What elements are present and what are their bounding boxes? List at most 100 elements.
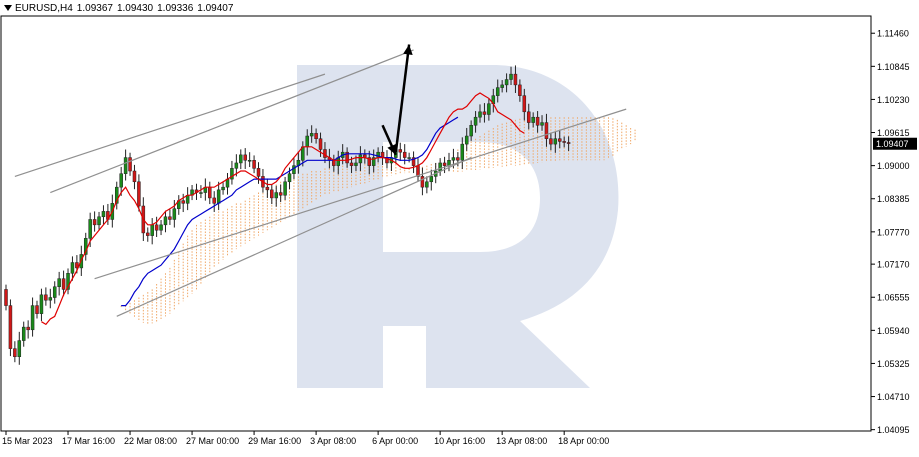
candle-body bbox=[495, 87, 500, 96]
candle-body bbox=[70, 262, 75, 274]
symbol-menu-icon[interactable] bbox=[4, 5, 12, 12]
candle-body bbox=[442, 162, 447, 166]
candle-body bbox=[314, 133, 318, 139]
high-value: 1.09430 bbox=[116, 3, 154, 14]
candle-body bbox=[119, 173, 123, 188]
candle-body bbox=[478, 111, 482, 118]
candle-body bbox=[438, 162, 442, 172]
candle-body bbox=[420, 176, 425, 188]
kijun-line bbox=[121, 116, 459, 307]
candle-body bbox=[345, 151, 349, 164]
candle-body bbox=[52, 286, 57, 298]
arrow-shaft bbox=[394, 44, 411, 153]
candle-body bbox=[146, 232, 150, 236]
candle-body bbox=[39, 294, 44, 314]
candle-body bbox=[265, 186, 270, 191]
candle-body bbox=[354, 162, 358, 166]
candle-body bbox=[309, 133, 314, 137]
y-tick-label: 1.04710 bbox=[877, 392, 910, 402]
candle-body bbox=[487, 103, 491, 115]
candles bbox=[4, 65, 571, 365]
y-tick-label: 1.07170 bbox=[877, 260, 910, 270]
watermark-logo bbox=[297, 65, 619, 388]
candle-body bbox=[97, 216, 101, 226]
candle-body bbox=[332, 160, 336, 166]
candle-body bbox=[26, 326, 30, 331]
candle-body bbox=[518, 84, 522, 96]
candle-body bbox=[451, 157, 456, 161]
x-tick-label: 15 Mar 2023 bbox=[2, 436, 53, 446]
kumo-cloud bbox=[120, 117, 636, 324]
candle-body bbox=[429, 176, 434, 183]
candle-body bbox=[83, 238, 88, 255]
y-tick-label: 1.09000 bbox=[877, 161, 910, 171]
candle-body bbox=[208, 186, 212, 199]
y-tick-label: 1.10845 bbox=[877, 62, 910, 72]
candle-body bbox=[460, 143, 465, 161]
candle-body bbox=[456, 157, 460, 161]
candle-body bbox=[256, 168, 261, 177]
arrow-head bbox=[403, 44, 413, 55]
candle-body bbox=[398, 149, 403, 153]
candle-body bbox=[283, 181, 287, 196]
candle-body bbox=[132, 170, 137, 183]
candle-body bbox=[407, 157, 411, 159]
candle-body bbox=[292, 165, 296, 174]
y-tick-label: 1.11460 bbox=[877, 29, 909, 39]
y-axis: 1.11460 1.10845 1.10230 1.09615 1.09000 1.083… bbox=[871, 29, 910, 435]
watermark-shape bbox=[297, 65, 619, 388]
candle-body bbox=[30, 305, 35, 331]
candle-body bbox=[473, 116, 478, 126]
y-tick-label: 1.04095 bbox=[877, 425, 910, 435]
candle-body bbox=[4, 289, 8, 306]
candle-body bbox=[88, 219, 92, 239]
candle-body bbox=[199, 192, 203, 194]
candle-body bbox=[270, 189, 274, 199]
tenkan-line bbox=[41, 92, 525, 326]
candle-body bbox=[154, 224, 159, 231]
candle-body bbox=[526, 111, 531, 123]
candle-body bbox=[216, 189, 221, 204]
close-value: 1.09407 bbox=[197, 3, 234, 14]
candle-body bbox=[469, 125, 473, 137]
symbol-label[interactable]: EURUSD,H4 bbox=[15, 3, 73, 14]
current-price-marker: 1.09407 bbox=[873, 137, 917, 150]
candle-body bbox=[168, 216, 172, 220]
candle-body bbox=[230, 168, 234, 180]
candle-body bbox=[371, 157, 376, 166]
candle-body bbox=[549, 138, 553, 145]
candle-body bbox=[181, 200, 185, 204]
candle-body bbox=[35, 305, 39, 314]
candle-body bbox=[544, 122, 549, 139]
lower-channel-line bbox=[94, 108, 627, 280]
candle-body bbox=[358, 154, 363, 164]
x-tick-label: 27 Mar 00:00 bbox=[186, 436, 239, 446]
candle-body bbox=[101, 211, 106, 218]
candle-body bbox=[509, 73, 513, 80]
candle-body bbox=[61, 278, 66, 290]
candle-body bbox=[252, 160, 256, 169]
x-tick-label: 10 Apr 16:00 bbox=[434, 436, 485, 446]
candle-body bbox=[274, 192, 278, 199]
chart-header: EURUSD,H4 1.09367 1.09430 1.09336 1.09407 bbox=[4, 3, 237, 14]
candle-body bbox=[48, 297, 53, 301]
candle-body bbox=[21, 326, 26, 341]
candle-body bbox=[513, 73, 518, 86]
candle-body bbox=[115, 186, 119, 204]
x-tick-label: 29 Mar 16:00 bbox=[248, 436, 301, 446]
y-tick-label: 1.05940 bbox=[877, 326, 910, 336]
candle-body bbox=[305, 135, 309, 148]
plot-frame bbox=[0, 15, 872, 432]
y-tick-label: 1.09615 bbox=[877, 128, 910, 138]
candle-body bbox=[540, 122, 544, 126]
candle-body bbox=[150, 224, 154, 236]
candle-body bbox=[159, 224, 163, 231]
candle-body bbox=[553, 138, 558, 145]
lower-support-line bbox=[116, 157, 472, 317]
current-price-box bbox=[873, 137, 917, 150]
candle-body bbox=[57, 278, 61, 287]
candle-body bbox=[425, 181, 429, 188]
candle-body bbox=[17, 340, 22, 357]
candle-body bbox=[44, 294, 48, 301]
